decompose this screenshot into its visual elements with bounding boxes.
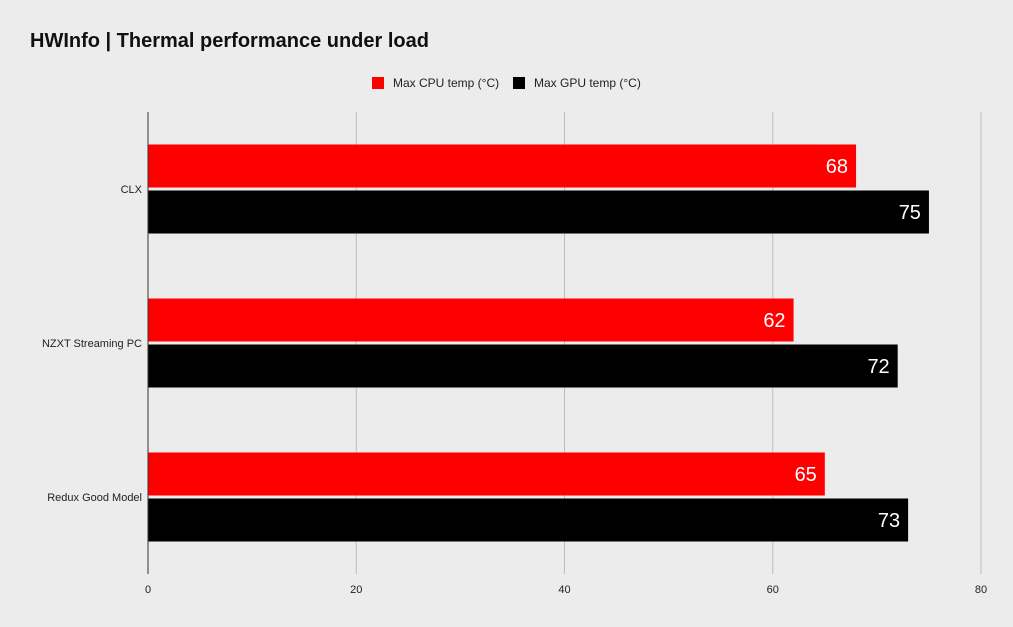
category-label: Redux Good Model: [47, 492, 142, 504]
legend-label-2: Max GPU temp (°C): [534, 76, 641, 90]
category-label: NZXT Streaming PC: [42, 338, 142, 350]
data-label: 75: [899, 202, 921, 224]
legend-swatch-2: [513, 77, 525, 89]
bar-cpu-2: [148, 298, 794, 342]
data-label: 62: [763, 310, 785, 332]
x-tick-label: 20: [350, 584, 362, 596]
data-label: 65: [795, 464, 817, 486]
axis: 0 20 40 60 80 CLX NZXT Streaming PC Redux Good …: [42, 112, 987, 596]
bar-cpu-1: [148, 144, 857, 188]
bar-gpu-3: [148, 498, 909, 542]
legend-swatch-1: [372, 77, 384, 89]
legend: Max CPU temp (°C) Max GPU temp (°C): [372, 76, 641, 90]
x-tick-label: 80: [975, 584, 987, 596]
bar-gpu-2: [148, 344, 898, 388]
data-label: 73: [878, 510, 900, 532]
x-tick-label: 60: [767, 584, 779, 596]
x-tick-label: 0: [145, 584, 151, 596]
x-tick-label: 40: [558, 584, 570, 596]
category-label: CLX: [121, 184, 143, 196]
legend-label-1: Max CPU temp (°C): [393, 76, 499, 90]
bar-gpu-1: [148, 190, 929, 234]
data-label: 68: [826, 156, 848, 178]
bar-cpu-3: [148, 452, 825, 496]
gridlines: [355, 112, 982, 574]
data-label: 72: [867, 356, 889, 378]
bars: 68 75 62 72 65 73: [148, 144, 929, 542]
chart-title: HWInfo | Thermal performance under load: [30, 30, 429, 52]
